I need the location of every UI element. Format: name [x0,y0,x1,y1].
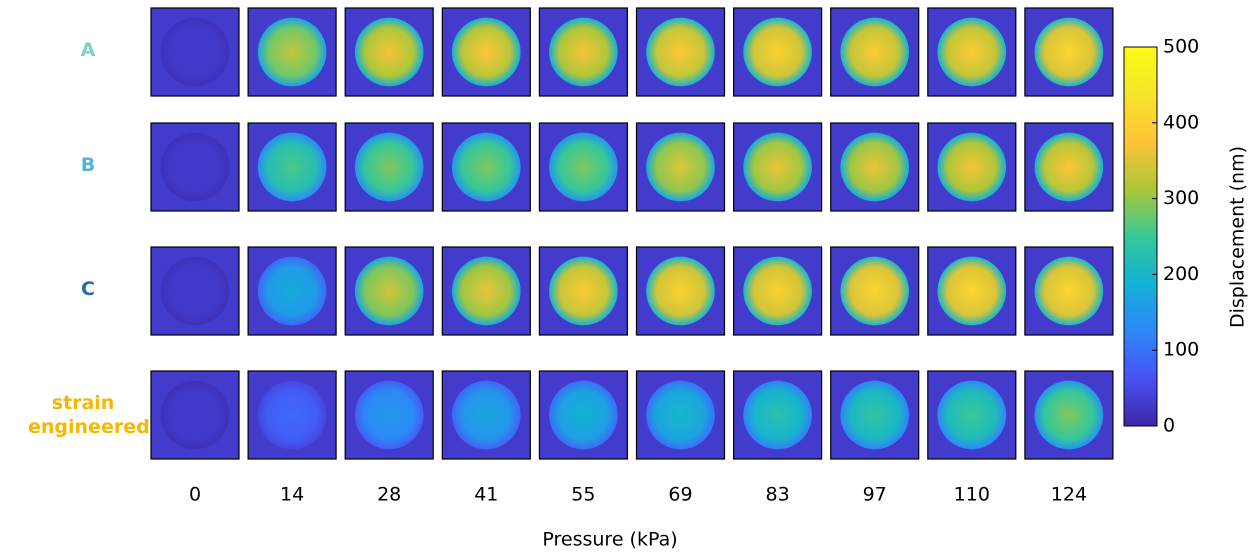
displacement-disc [257,132,327,202]
displacement-disc [840,132,910,202]
displacement-disc [1034,132,1104,202]
x-tick-label: 55 [571,484,595,506]
displacement-disc [937,380,1007,450]
displacement-disc [354,132,424,202]
displacement-disc [743,132,812,202]
displacement-disc [646,132,715,202]
displacement-disc [160,256,230,326]
displacement-disc [1034,380,1104,450]
displacement-disc [451,380,521,450]
displacement-disc [549,17,618,87]
displacement-disc [549,132,618,202]
x-tick-label: 0 [189,484,201,506]
displacement-disc [937,132,1007,202]
displacement-disc [549,256,618,326]
displacement-disc [840,380,910,450]
displacement-disc [354,256,424,326]
x-tick-label: 97 [863,484,887,506]
displacement-disc [160,17,230,87]
x-tick-label: 110 [954,484,990,506]
colorbar-tick-label: 400 [1163,111,1199,133]
displacement-disc [160,380,230,450]
colorbar-tick-label: 500 [1163,36,1199,58]
x-tick-label: 124 [1051,484,1087,506]
x-tick-label: 28 [377,484,401,506]
displacement-disc [937,256,1007,326]
x-tick-label: 41 [474,484,498,506]
displacement-disc [646,380,715,450]
displacement-disc [743,17,812,87]
displacement-disc [160,132,230,202]
displacement-disc [1034,256,1104,326]
displacement-disc [451,132,521,202]
displacement-disc [937,17,1007,87]
row-label: A [80,39,96,61]
displacement-disc [354,380,424,450]
displacement-disc [840,256,910,326]
row-label: B [80,154,96,176]
displacement-disc [646,17,715,87]
displacement-disc [451,256,521,326]
displacement-disc [646,256,715,326]
displacement-disc [257,380,327,450]
colorbar-tick-label: 300 [1163,187,1199,209]
displacement-disc [840,17,910,87]
x-axis-title: Pressure (kPa) [542,529,677,551]
colorbar-tick-label: 100 [1163,339,1199,361]
displacement-disc [743,256,812,326]
row-label: C [81,278,95,300]
row-label: strain engineered [28,392,150,438]
x-tick-label: 83 [766,484,790,506]
colorbar-tick-label: 200 [1163,263,1199,285]
x-tick-label: 14 [280,484,304,506]
colorbar [1123,46,1158,427]
displacement-disc [257,17,327,87]
displacement-disc [1034,17,1104,87]
displacement-disc [354,17,424,87]
displacement-disc [743,380,812,450]
displacement-disc [549,380,618,450]
colorbar-tick-label: 0 [1163,415,1175,437]
displacement-disc [451,17,521,87]
colorbar-title: Displacement (nm) [1227,146,1249,328]
displacement-disc [257,256,327,326]
x-tick-label: 69 [668,484,692,506]
